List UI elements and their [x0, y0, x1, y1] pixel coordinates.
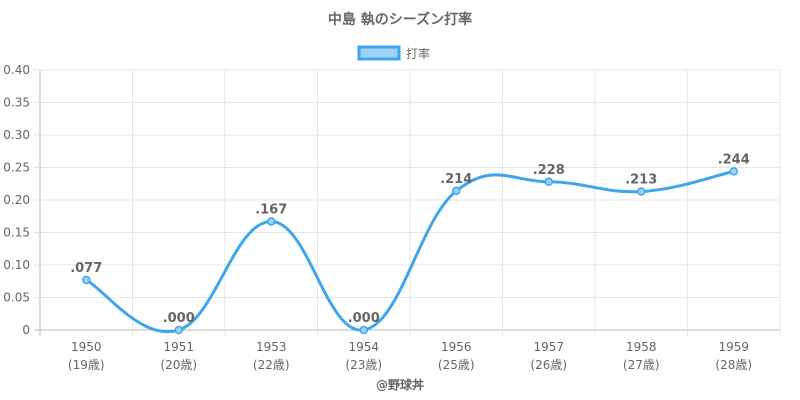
legend-swatch — [357, 45, 401, 61]
x-tick-sublabel: (25歳) — [438, 358, 475, 372]
y-tick-label: 0.05 — [3, 291, 30, 305]
data-label: .213 — [625, 173, 657, 188]
data-point — [637, 187, 646, 196]
x-tick-label: 1953 — [256, 340, 287, 354]
x-tick-label: 1957 — [533, 340, 564, 354]
data-point — [174, 325, 183, 335]
data-labels: .077 .000 .167 .000 .214 .228 .213 .244 — [70, 152, 750, 326]
data-label: .214 — [440, 172, 472, 187]
legend-label: 打率 — [406, 46, 430, 61]
x-tick-sublabel: (23歳) — [345, 358, 382, 372]
chart-title: 中島 執のシーズン打率 — [328, 11, 472, 28]
legend[interactable]: 打率 — [357, 45, 430, 61]
y-tick-label: 0.15 — [3, 226, 30, 240]
y-tick-label: 0.10 — [3, 258, 30, 272]
y-axis: 0 0.05 0.10 0.15 0.20 0.25 0.30 0.35 0.40 — [3, 63, 30, 337]
y-tick-label: 0.35 — [3, 96, 30, 110]
x-tick-sublabel: (22歳) — [253, 358, 290, 372]
data-label: .000 — [348, 311, 380, 326]
data-label: .167 — [255, 202, 287, 217]
y-tick-label: 0 — [22, 323, 30, 337]
x-tick-label: 1954 — [348, 340, 379, 354]
x-tick-label: 1951 — [163, 340, 194, 354]
x-tick-sublabel: (26歳) — [530, 358, 567, 372]
x-tick-label: 1958 — [626, 340, 657, 354]
series-batting-average — [82, 167, 738, 335]
data-point — [729, 167, 738, 176]
data-label: .000 — [163, 311, 195, 326]
y-tick-label: 0.20 — [3, 193, 30, 207]
grid — [34, 69, 781, 336]
x-tick-label: 1959 — [718, 340, 749, 354]
data-point — [267, 217, 276, 226]
y-tick-label: 0.30 — [3, 128, 30, 142]
x-tick-sublabel: (20歳) — [160, 358, 197, 372]
x-tick-label: 1950 — [71, 340, 102, 354]
x-tick-sublabel: (19歳) — [68, 358, 105, 372]
series-line — [85, 169, 735, 334]
x-tick-label: 1956 — [441, 340, 472, 354]
x-tick-sublabel: (28歳) — [715, 358, 752, 372]
credit-text: @野球丼 — [376, 377, 424, 392]
data-point — [452, 186, 461, 196]
y-tick-label: 0.25 — [3, 161, 30, 175]
data-label: .228 — [533, 163, 565, 178]
x-axis: 1950 (19歳) 1951 (20歳) 1953 (22歳) 1954 (23歳) 1956… — [68, 340, 752, 372]
y-tick-label: 0.40 — [3, 63, 30, 77]
data-point — [82, 275, 91, 285]
data-label: .077 — [70, 261, 102, 276]
data-point — [359, 325, 368, 335]
x-tick-sublabel: (27歳) — [623, 358, 660, 372]
data-point — [544, 177, 553, 187]
data-label: .244 — [718, 152, 750, 167]
